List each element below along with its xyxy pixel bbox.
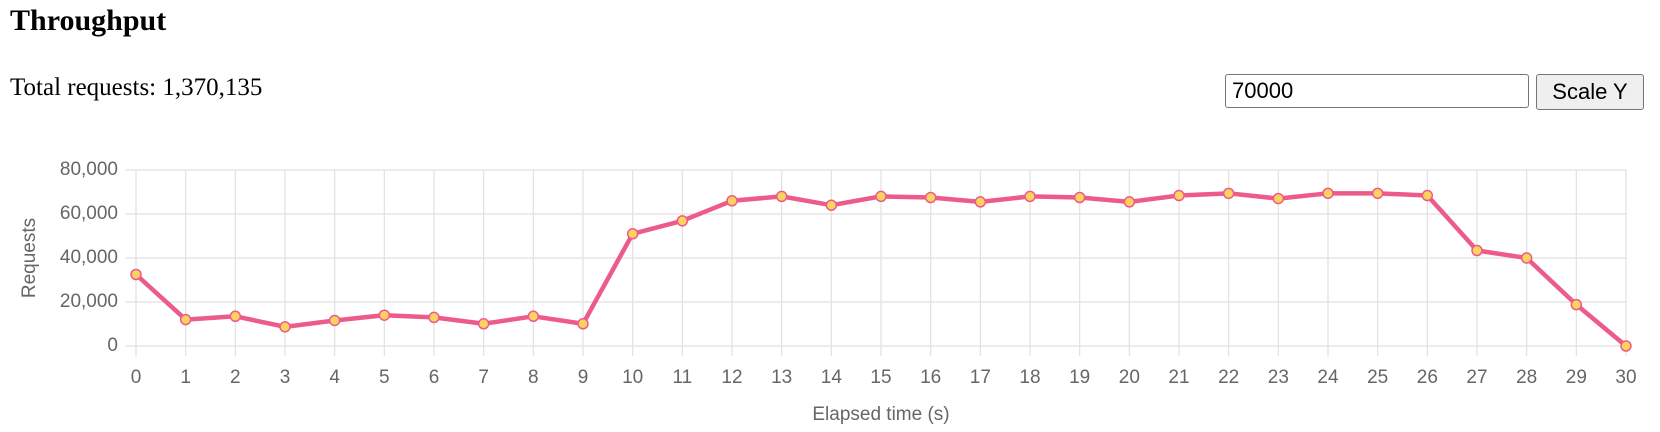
chart: Requests Elapsed time (s) 0 20,000 40,000 6… — [19, 159, 1637, 425]
x-tick-label: 22 — [1218, 367, 1239, 388]
x-tick-label: 29 — [1566, 367, 1587, 388]
data-point — [378, 309, 391, 321]
data-point — [924, 191, 937, 204]
y-tick-label: 0 — [107, 335, 118, 356]
data-point — [1024, 190, 1036, 203]
x-tick-label: 24 — [1317, 367, 1339, 388]
x-tick-label: 15 — [870, 367, 891, 388]
data-point — [477, 318, 490, 330]
data-point — [527, 310, 540, 323]
data-point — [775, 190, 788, 203]
x-tick-label: 4 — [329, 367, 340, 388]
x-tick-label: 30 — [1615, 367, 1636, 388]
y-tick-label: 80,000 — [60, 159, 118, 180]
x-tick-label: 7 — [478, 367, 489, 388]
x-tick-label: 20 — [1119, 367, 1140, 388]
total-requests: Total requests: 1,370,135 — [10, 74, 263, 101]
x-tick-label: 26 — [1417, 367, 1438, 388]
data-point — [1222, 187, 1235, 200]
data-point — [1570, 298, 1583, 311]
data-point — [1421, 189, 1434, 202]
y-tick-label: 20,000 — [60, 291, 118, 312]
x-tick-label: 2 — [230, 367, 241, 388]
x-tick-label: 5 — [379, 367, 390, 388]
x-tick-label: 8 — [528, 367, 539, 388]
data-point — [1123, 196, 1136, 208]
data-point — [1520, 252, 1533, 264]
data-point — [130, 268, 142, 281]
x-tick-label: 1 — [180, 367, 191, 388]
data-point — [726, 195, 738, 207]
data-point — [1272, 192, 1285, 205]
x-tick-label: 11 — [672, 367, 692, 388]
x-tick-label: 12 — [721, 367, 742, 388]
x-tick-label: 27 — [1466, 367, 1487, 388]
data-point — [1073, 191, 1086, 204]
data-point — [179, 313, 192, 326]
x-tick-label: 14 — [821, 367, 843, 388]
data-point — [626, 228, 639, 240]
data-point — [328, 314, 341, 327]
x-tick-label: 21 — [1168, 367, 1189, 388]
data-point — [1371, 187, 1384, 200]
x-tick-label: 19 — [1069, 367, 1090, 388]
data-point — [1471, 244, 1483, 257]
x-tick-label: 3 — [280, 367, 291, 388]
x-tick-label: 16 — [920, 367, 941, 388]
x-tick-label: 13 — [771, 367, 792, 388]
x-tick-label: 28 — [1516, 367, 1537, 388]
data-point — [1322, 187, 1334, 200]
scale-button[interactable]: Scale Y — [1536, 74, 1644, 110]
data-point — [428, 311, 440, 324]
x-tick-label: 9 — [578, 367, 589, 388]
data-point — [577, 318, 589, 330]
data-point — [1173, 189, 1185, 202]
y-tick-label: 40,000 — [60, 247, 118, 268]
x-tick-label: 0 — [131, 367, 142, 388]
data-point — [229, 310, 242, 323]
page-title: Throughput — [10, 4, 167, 37]
x-axis-label: Elapsed time (s) — [812, 404, 949, 425]
x-tick-label: 10 — [622, 367, 643, 388]
x-tick-label: 18 — [1019, 367, 1040, 388]
data-point — [676, 215, 689, 227]
data-point — [974, 196, 987, 208]
data-point — [279, 321, 291, 333]
x-tick-label: 23 — [1268, 367, 1289, 388]
scale-input[interactable] — [1225, 74, 1529, 108]
y-tick-label: 60,000 — [60, 203, 118, 224]
data-point — [825, 199, 838, 211]
data-point — [875, 190, 887, 203]
x-tick-label: 25 — [1367, 367, 1388, 388]
x-tick-label: 17 — [970, 367, 991, 388]
y-axis-label: Requests — [19, 218, 40, 298]
x-tick-label: 6 — [429, 367, 440, 388]
data-point — [1620, 340, 1632, 352]
